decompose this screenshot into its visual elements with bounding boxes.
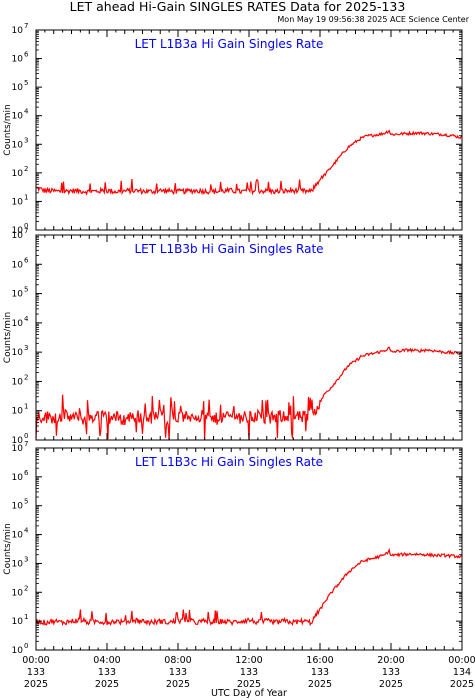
x-tick-label-doy: 133 <box>240 667 258 678</box>
series-line <box>35 547 463 627</box>
x-tick-label-year: 2025 <box>450 679 474 690</box>
y-tick-exponent: 6 <box>24 256 29 264</box>
y-tick-label: 10 <box>12 260 24 270</box>
y-tick-exponent: 2 <box>24 165 28 173</box>
y-tick-exponent: 5 <box>24 79 28 87</box>
y-tick-exponent: 7 <box>24 227 28 235</box>
y-axis-label: Counts/min <box>3 104 13 155</box>
x-tick-label-time: 04:00 <box>93 655 120 666</box>
x-tick-label-year: 2025 <box>95 679 119 690</box>
x-tick-label-doy: 133 <box>382 667 400 678</box>
y-tick-exponent: 6 <box>24 51 29 59</box>
x-tick-label-time: 00:00 <box>22 655 49 666</box>
y-tick-label: 10 <box>12 112 24 122</box>
y-tick-label: 10 <box>12 407 24 417</box>
plot-frame <box>35 234 463 441</box>
y-tick-label: 10 <box>12 377 24 387</box>
y-tick-label: 10 <box>12 197 24 207</box>
x-axis-label: UTC Day of Year <box>211 688 287 699</box>
y-tick-exponent: 0 <box>24 222 28 230</box>
y-tick-label: 10 <box>12 473 24 483</box>
x-tick-label-time: 16:00 <box>306 655 333 666</box>
y-tick-label: 10 <box>12 646 24 656</box>
x-tick-label-doy: 134 <box>453 667 471 678</box>
x-tick-label-doy: 133 <box>98 667 116 678</box>
y-tick-label: 10 <box>12 231 24 241</box>
y-tick-label: 10 <box>12 348 24 358</box>
x-tick-label-time: 20:00 <box>377 655 404 666</box>
plot-frame <box>35 29 463 231</box>
panel-title: LET L1B3c Hi Gain Singles Rate <box>135 455 323 469</box>
y-tick-exponent: 6 <box>24 469 29 477</box>
x-tick-label-doy: 133 <box>169 667 187 678</box>
y-tick-exponent: 3 <box>24 344 28 352</box>
y-tick-label: 10 <box>12 444 24 454</box>
x-tick-label-year: 2025 <box>379 679 403 690</box>
y-tick-label: 10 <box>12 26 24 36</box>
page-title: LET ahead Hi-Gain SINGLES RATES Data for… <box>69 0 406 14</box>
x-tick-label-time: 08:00 <box>164 655 191 666</box>
y-tick-exponent: 5 <box>24 286 28 294</box>
series-line <box>35 346 463 441</box>
y-tick-label: 10 <box>12 617 24 627</box>
y-tick-label: 10 <box>12 290 24 300</box>
y-tick-exponent: 2 <box>24 584 28 592</box>
y-tick-label: 10 <box>12 588 24 598</box>
generated-timestamp: Mon May 19 09:56:38 2025 ACE Science Cen… <box>277 15 469 24</box>
y-tick-label: 10 <box>12 140 24 150</box>
y-tick-label: 10 <box>12 502 24 512</box>
y-tick-label: 10 <box>12 169 24 179</box>
y-tick-exponent: 0 <box>24 642 28 650</box>
y-tick-exponent: 4 <box>24 527 29 535</box>
y-tick-label: 10 <box>12 55 24 65</box>
y-tick-exponent: 0 <box>24 432 28 440</box>
y-tick-exponent: 3 <box>24 555 28 563</box>
y-tick-label: 10 <box>12 531 24 541</box>
y-tick-exponent: 5 <box>24 498 28 506</box>
y-tick-exponent: 3 <box>24 136 28 144</box>
x-tick-label-doy: 133 <box>311 667 329 678</box>
x-tick-label-time: 12:00 <box>235 655 262 666</box>
y-tick-label: 10 <box>12 83 24 93</box>
x-tick-label-year: 2025 <box>24 679 48 690</box>
y-tick-exponent: 1 <box>24 193 28 201</box>
y-tick-exponent: 7 <box>24 22 28 30</box>
y-axis-label: Counts/min <box>3 312 13 363</box>
y-tick-label: 10 <box>12 559 24 569</box>
y-tick-exponent: 1 <box>24 403 28 411</box>
x-tick-label-time: 00:00 <box>448 655 475 666</box>
x-tick-label-doy: 133 <box>27 667 45 678</box>
x-tick-label-year: 2025 <box>166 679 190 690</box>
x-tick-label-year: 2025 <box>237 679 261 690</box>
y-axis-label: Counts/min <box>3 523 13 574</box>
panel-title: LET L1B3a Hi Gain Singles Rate <box>135 37 324 51</box>
y-tick-exponent: 4 <box>24 108 29 116</box>
y-tick-exponent: 4 <box>24 315 29 323</box>
y-tick-exponent: 2 <box>24 373 28 381</box>
series-line <box>35 129 463 196</box>
y-tick-label: 10 <box>12 436 24 446</box>
y-tick-exponent: 1 <box>24 613 28 621</box>
y-tick-label: 10 <box>12 319 24 329</box>
y-tick-exponent: 7 <box>24 440 28 448</box>
panel-title: LET L1B3b Hi Gain Singles Rate <box>134 242 323 256</box>
y-tick-label: 10 <box>12 226 24 236</box>
x-tick-label-year: 2025 <box>308 679 332 690</box>
